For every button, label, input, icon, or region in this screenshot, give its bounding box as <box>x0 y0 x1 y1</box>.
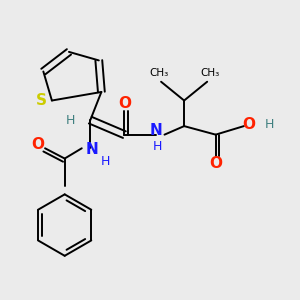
Text: O: O <box>118 96 131 111</box>
Text: H: H <box>101 155 110 168</box>
Text: CH₃: CH₃ <box>149 68 168 78</box>
Text: S: S <box>36 93 47 108</box>
Text: O: O <box>31 137 44 152</box>
Text: N: N <box>150 123 162 138</box>
Text: H: H <box>66 114 75 127</box>
Text: H: H <box>265 118 274 131</box>
Text: O: O <box>209 156 222 171</box>
Text: H: H <box>153 140 162 153</box>
Text: N: N <box>85 142 98 158</box>
Text: CH₃: CH₃ <box>200 68 219 78</box>
Text: O: O <box>242 117 256 132</box>
